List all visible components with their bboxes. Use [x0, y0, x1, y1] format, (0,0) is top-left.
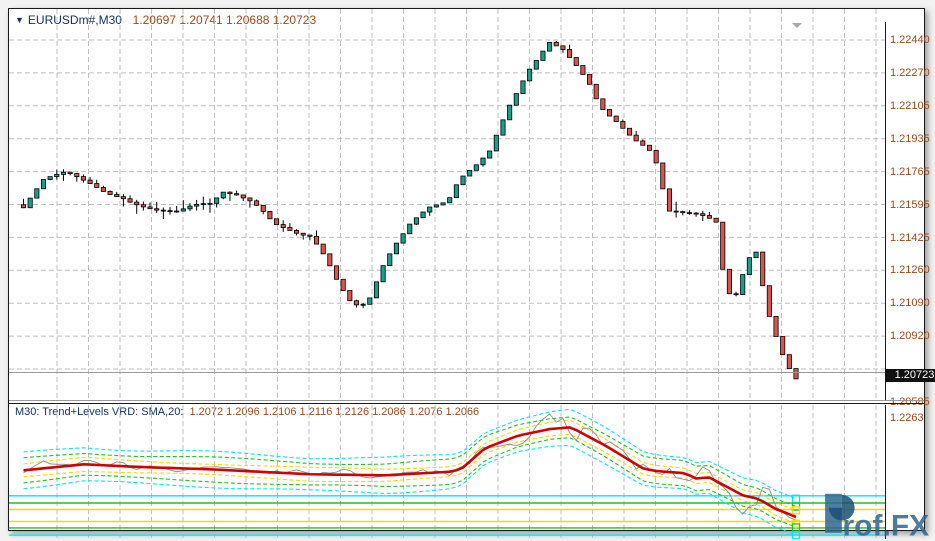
- svg-text:rof.FX: rof.FX: [843, 510, 930, 541]
